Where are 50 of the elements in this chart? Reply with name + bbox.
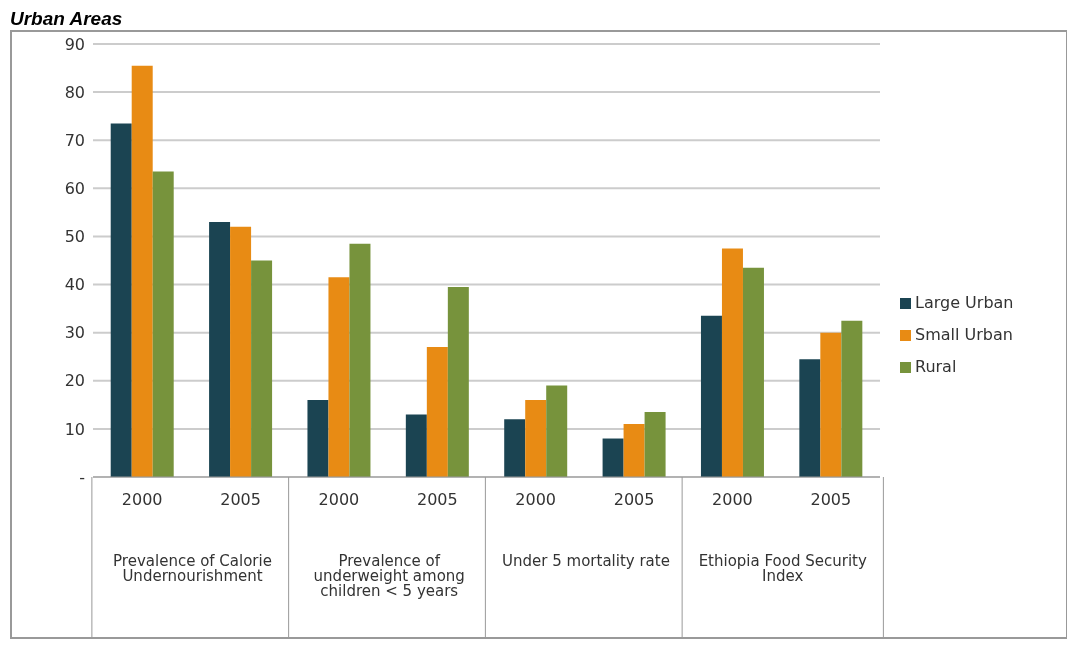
y-tick-label: 50 bbox=[64, 227, 85, 247]
x-tick-label: 2000 bbox=[712, 490, 753, 509]
y-tick-label: 90 bbox=[64, 34, 85, 54]
text: Prevalence of underweight among children < 5 years bbox=[313, 551, 465, 600]
text: Under 5 mortality rate bbox=[502, 551, 670, 570]
bar bbox=[546, 385, 568, 477]
legend-label: Large Urban bbox=[915, 292, 1014, 312]
bar bbox=[110, 123, 132, 477]
x-tick-label: 2005 bbox=[613, 490, 655, 509]
x-tick-label: 2005 bbox=[416, 490, 458, 509]
bar bbox=[504, 419, 526, 477]
bar bbox=[644, 412, 666, 477]
bar bbox=[742, 267, 764, 477]
chart-title: Urban Areas bbox=[10, 8, 123, 30]
bar bbox=[230, 226, 252, 477]
bar bbox=[447, 286, 469, 477]
bar bbox=[820, 332, 842, 477]
legend-label: Small Urban bbox=[915, 324, 1013, 344]
y-tick-label: 80 bbox=[64, 82, 85, 102]
y-tick-label: 30 bbox=[64, 323, 85, 343]
bar bbox=[131, 65, 153, 477]
bar bbox=[426, 347, 448, 477]
bar bbox=[799, 359, 821, 477]
x-tick-label: 2000 bbox=[318, 490, 360, 509]
legend-label: Rural bbox=[915, 356, 957, 376]
bar bbox=[307, 400, 329, 477]
bar bbox=[328, 277, 350, 477]
x-tick-label: 2000 bbox=[515, 490, 557, 509]
text: Prevalence of Calorie Undernourishment bbox=[113, 551, 272, 585]
x-tick-label: 2005 bbox=[220, 490, 261, 509]
bar bbox=[349, 243, 371, 477]
bar bbox=[841, 320, 863, 477]
bar bbox=[602, 438, 624, 477]
bar bbox=[251, 260, 273, 477]
y-tick-label: 10 bbox=[64, 419, 85, 439]
bar bbox=[152, 171, 174, 477]
bar bbox=[405, 414, 427, 477]
x-tick-label: 2005 bbox=[810, 490, 852, 509]
y-tick-label: 20 bbox=[64, 371, 85, 391]
y-tick-label: - bbox=[79, 467, 85, 487]
y-tick-label: 40 bbox=[64, 275, 85, 295]
text: Ethiopia Food Security Index bbox=[698, 551, 867, 585]
bar bbox=[721, 248, 743, 477]
bar bbox=[209, 222, 231, 477]
bar bbox=[623, 424, 645, 477]
y-tick-label: 60 bbox=[64, 179, 85, 199]
bar bbox=[525, 400, 547, 477]
bar bbox=[700, 315, 722, 477]
y-tick-label: 70 bbox=[64, 130, 85, 150]
x-tick-label: 2000 bbox=[121, 490, 163, 509]
